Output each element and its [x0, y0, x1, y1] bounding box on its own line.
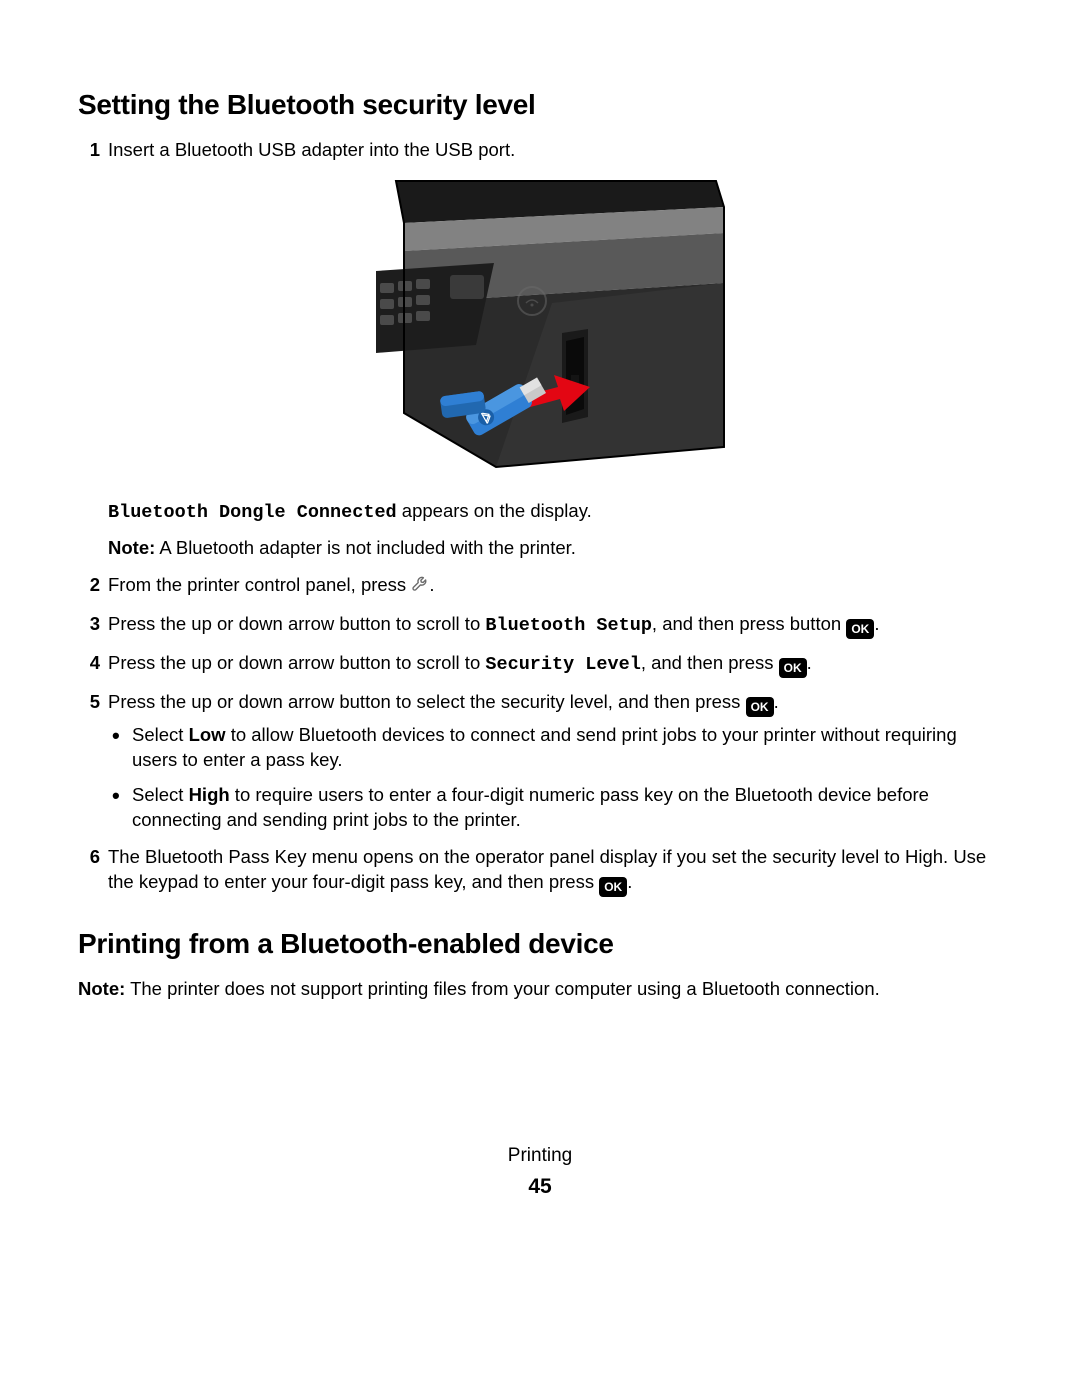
dongle-connected-mono: Bluetooth Dongle Connected — [108, 502, 397, 523]
note-no-computer-bluetooth: Note: The printer does not support print… — [78, 977, 1002, 1002]
step-4-text-a: Press the up or down arrow button to scr… — [108, 652, 485, 673]
wrench-icon — [411, 575, 429, 600]
note2-label: Note: — [78, 978, 125, 999]
step-6-text-b: . — [627, 871, 632, 892]
footer-page-number: 45 — [0, 1173, 1080, 1201]
step-4-text-c: . — [807, 652, 812, 673]
bullet-high-bold: High — [189, 784, 230, 805]
note2-text: The printer does not support printing fi… — [125, 978, 879, 999]
bullet-low-bold: Low — [189, 724, 226, 745]
step-3-text-a: Press the up or down arrow button to scr… — [108, 613, 485, 634]
step-5-text-b: . — [774, 691, 779, 712]
ok-icon: OK — [599, 877, 627, 897]
bullet-high-b: to require users to enter a four-digit n… — [132, 784, 929, 830]
step-4-text-b: , and then press — [641, 652, 779, 673]
note-text: A Bluetooth adapter is not included with… — [155, 537, 576, 558]
bullet-high-a: Select — [132, 784, 189, 805]
step-3-text-b: , and then press button — [652, 613, 846, 634]
bullet-low: Select Low to allow Bluetooth devices to… — [108, 723, 1002, 773]
step-3-text-c: . — [874, 613, 879, 634]
note-label: Note: — [108, 537, 155, 558]
page-footer: Printing 45 — [0, 1143, 1080, 1201]
dongle-connected-line: Bluetooth Dongle Connected appears on th… — [108, 499, 1002, 526]
bullet-low-b: to allow Bluetooth devices to connect an… — [132, 724, 957, 770]
bullet-high: Select High to require users to enter a … — [108, 783, 1002, 833]
step-4-mono: Security Level — [485, 654, 640, 675]
step-3-mono: Bluetooth Setup — [485, 615, 652, 636]
step-5: Press the up or down arrow button to sel… — [78, 690, 1002, 833]
ok-icon: OK — [779, 658, 807, 678]
note-adapter-not-included: Note: A Bluetooth adapter is not include… — [108, 536, 1002, 561]
dongle-connected-rest: appears on the display. — [397, 500, 592, 521]
step-5-text-a: Press the up or down arrow button to sel… — [108, 691, 746, 712]
bullet-low-a: Select — [132, 724, 189, 745]
step-1: Insert a Bluetooth USB adapter into the … — [78, 138, 1002, 561]
step-2-text-a: From the printer control panel, press — [108, 574, 411, 595]
heading-printing-bluetooth-device: Printing from a Bluetooth-enabled device — [78, 925, 1002, 963]
step-1-text: Insert a Bluetooth USB adapter into the … — [108, 139, 515, 160]
step-6: The Bluetooth Pass Key menu opens on the… — [78, 845, 1002, 897]
step-2: From the printer control panel, press . — [78, 573, 1002, 600]
ok-icon: OK — [846, 619, 874, 639]
footer-section-name: Printing — [0, 1143, 1080, 1169]
step-3: Press the up or down arrow button to scr… — [78, 612, 1002, 639]
step-4: Press the up or down arrow button to scr… — [78, 651, 1002, 678]
printer-usb-illustration — [376, 175, 734, 487]
step-6-text-a: The Bluetooth Pass Key menu opens on the… — [108, 846, 986, 892]
ok-icon: OK — [746, 697, 774, 717]
step-2-text-b: . — [429, 574, 434, 595]
heading-bluetooth-security: Setting the Bluetooth security level — [78, 86, 1002, 124]
